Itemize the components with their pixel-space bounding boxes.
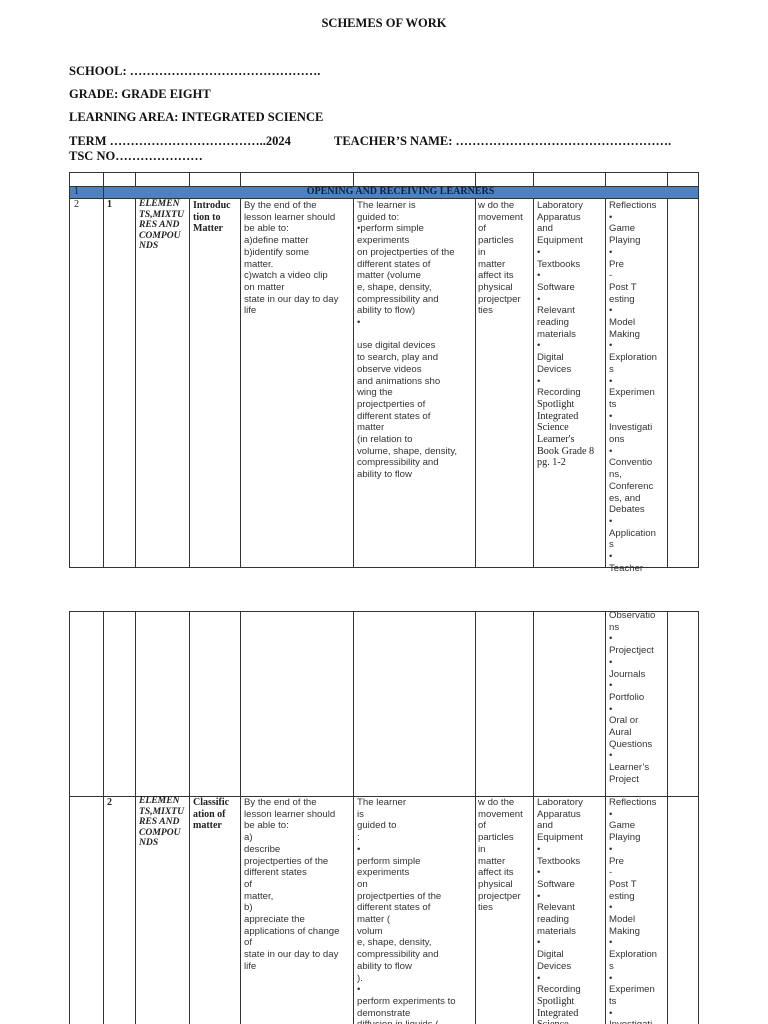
lesson-cell: 2 bbox=[107, 797, 112, 808]
learning-experiences-cell: The learner is guided to : • perform sim… bbox=[357, 797, 456, 1024]
learning-experiences-cell: The learner is guided to: •perform simpl… bbox=[357, 200, 458, 481]
sub-strand-cell: Introduc tion to Matter bbox=[193, 200, 231, 234]
learning-outcomes-cell: By the end of the lesson learner should … bbox=[244, 200, 339, 317]
learning-area-field: LEARNING AREA: INTEGRATED SCIENCE bbox=[69, 110, 324, 124]
assessment-cell: Reflections • Game Playing • Pre - Post … bbox=[609, 200, 657, 574]
week-cell: 2 bbox=[74, 199, 79, 210]
assessment-cell: Reflections • Game Playing • Pre - Post … bbox=[609, 797, 657, 1024]
resources-list: Laboratory Apparatus and Equipment • Tex… bbox=[537, 797, 583, 996]
inquiry-question-cell: w do the movement of particles in matter… bbox=[478, 797, 523, 914]
resources-cell: Laboratory Apparatus and Equipment • Tex… bbox=[537, 200, 594, 469]
resources-cell: Laboratory Apparatus and Equipment • Tex… bbox=[537, 797, 583, 1024]
opening-band bbox=[70, 187, 698, 199]
page-title: SCHEMES OF WORK bbox=[321, 16, 447, 30]
strand-cell: ELEMEN TS,MIXTU RES AND COMPOU NDS bbox=[139, 198, 185, 252]
resources-list: Laboratory Apparatus and Equipment • Tex… bbox=[537, 200, 583, 399]
inquiry-question-cell: w do the movement of particles in matter… bbox=[478, 200, 523, 317]
grade-field: GRADE: GRADE EIGHT bbox=[69, 87, 211, 101]
strand-cell: ELEMEN TS,MIXTU RES AND COMPOU NDS bbox=[139, 795, 185, 849]
learning-outcomes-cell: By the end of the lesson learner should … bbox=[244, 797, 340, 972]
band-row-number: 1 bbox=[74, 186, 79, 197]
term-field: TERM ………………………………..2024 bbox=[69, 134, 291, 148]
sub-strand-cell: Classific ation of matter bbox=[193, 797, 230, 831]
school-field: SCHOOL: ………………………………………. bbox=[69, 64, 321, 78]
scheme-table-1: 1 OPENING AND RECEIVING LEARNERS 2 1 ELE… bbox=[69, 172, 699, 574]
resources-book: Spotlight Integrated Science bbox=[537, 995, 579, 1024]
assessment-continued-cell: Observatio ns • Projectject • Journals •… bbox=[609, 610, 656, 785]
lesson-cell: 1 bbox=[107, 199, 112, 210]
teacher-name-field: TEACHER’S NAME: ……………………………………………. bbox=[334, 134, 672, 148]
resources-book: Spotlight Integrated Science Learner's B… bbox=[537, 398, 595, 469]
band-label: OPENING AND RECEIVING LEARNERS bbox=[306, 186, 495, 197]
tsc-number-field: TSC NO………………… bbox=[69, 149, 203, 163]
scheme-table-2: Observatio ns • Projectject • Journals •… bbox=[69, 610, 699, 1024]
